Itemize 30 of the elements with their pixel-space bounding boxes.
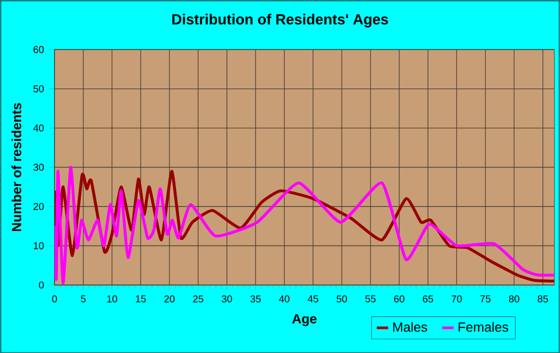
x-tick-label: 15	[136, 295, 146, 302]
x-tick-label: 85	[538, 295, 548, 302]
x-tick-label: 45	[308, 295, 318, 302]
x-tick-label: 0	[52, 295, 57, 302]
x-tick-label: 80	[509, 295, 520, 302]
y-tick-label: 30	[33, 163, 44, 171]
y-tick-label: 0	[39, 281, 44, 288]
y-tick-label: 20	[34, 202, 44, 210]
x-tick-label: 40	[279, 295, 290, 302]
x-tick-label: 75	[480, 295, 491, 302]
x-tick-label: 55	[365, 295, 376, 302]
x-tick-label: 35	[250, 295, 261, 302]
y-tick-label: 40	[33, 124, 44, 132]
y-tick-label: 10	[34, 242, 44, 250]
y-tick-label: 60	[34, 46, 44, 53]
x-axis-title: Age	[292, 314, 317, 326]
chart-title: Distribution of Residents' Ages	[172, 14, 388, 28]
y-tick-label: 50	[33, 85, 44, 92]
x-tick-label: 60	[394, 295, 404, 302]
x-tick-label: 25	[193, 295, 204, 302]
x-tick-label: 30	[222, 295, 232, 302]
x-tick-label: 10	[107, 295, 118, 302]
y-axis-title: Number of residents	[12, 102, 22, 231]
x-tick-label: 20	[164, 295, 175, 302]
x-tick-label: 70	[452, 295, 462, 302]
x-tick-label: 65	[422, 295, 434, 302]
legend-label: Females	[458, 322, 508, 332]
x-tick-label: 50	[336, 295, 347, 302]
legend-label: Males	[393, 322, 428, 332]
x-tick-label: 5	[80, 295, 86, 302]
